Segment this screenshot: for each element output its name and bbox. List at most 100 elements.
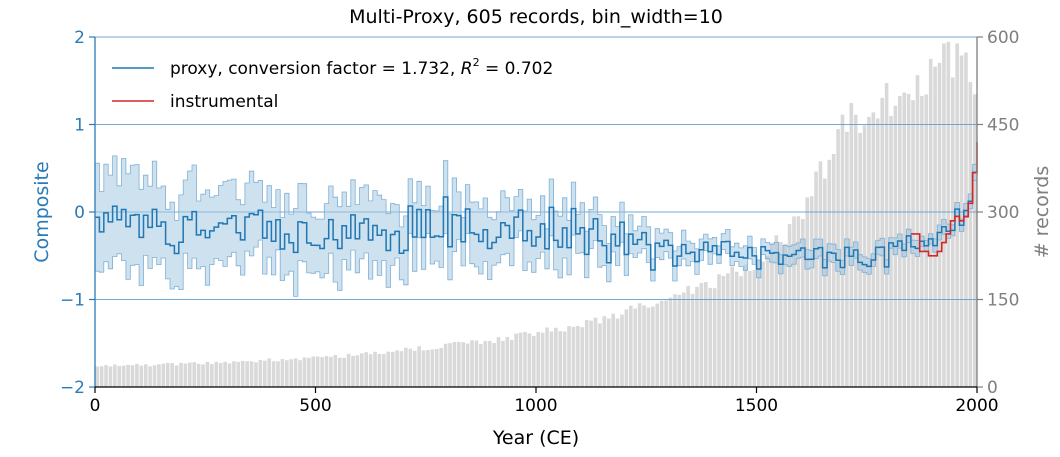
records-bar [615,318,620,387]
records-bar [690,293,695,387]
records-bar [598,323,602,387]
records-bar [708,287,712,387]
records-bar [761,261,765,387]
records-bar [148,366,152,387]
records-bar [355,355,360,387]
records-bar [421,350,426,387]
records-bar [827,159,832,387]
records-bar [928,58,933,388]
records-bar [470,340,474,387]
records-bar [404,347,408,387]
records-bar [651,306,655,387]
records-bar [232,361,236,387]
records-bar [443,343,448,387]
records-bar [867,116,871,387]
records-bar [677,294,682,387]
records-bar [474,340,479,387]
records-bar [946,41,951,388]
instrumental-line [910,142,978,257]
records-bar [258,359,263,387]
records-bar [285,360,289,387]
records-bar [518,332,523,387]
x-tick-label: 0 [90,396,101,416]
y-axis-label: Composite [31,161,53,262]
x-tick-label: 2000 [955,396,998,416]
records-bar [130,365,135,387]
records-bar [386,351,391,387]
records-bar [756,259,761,387]
records-bar [801,219,805,387]
records-bar [743,264,748,387]
records-bar [849,103,854,387]
records-bar [752,270,757,387]
records-bar [121,365,126,387]
records-bar [589,320,593,387]
records-bar [972,94,977,387]
y-right-tick-label: 450 [987,116,1019,136]
records-bar [329,356,333,387]
records-bar [360,353,364,387]
records-bar [461,342,466,387]
records-bar [933,66,937,387]
records-bar [377,353,382,387]
records-bar [902,92,907,387]
records-bar [545,327,549,387]
records-bar [434,348,439,387]
records-bar [871,112,876,388]
records-bar [783,243,787,387]
records-bar [346,353,351,387]
records-bar [726,273,730,387]
ticks: −2 −1 0 1 2 0 150 300 450 600 0 500 1000 1500 2000 [60,28,1020,416]
y-right-tick-label: 600 [987,28,1019,48]
records-bar [311,356,316,387]
records-bar [602,316,607,387]
records-bar [765,256,770,387]
x-tick-label: 1500 [735,396,778,416]
records-bar [408,348,413,387]
records-bar [505,337,510,387]
records-bar [302,357,307,387]
records-bar [584,320,589,387]
records-bar [646,307,651,387]
records-bar [845,131,849,387]
records-bar [637,303,642,387]
records-bar [730,266,735,387]
records-bar [333,355,338,387]
records-bar [805,197,810,387]
records-bar [214,361,219,387]
records-bar [611,313,615,387]
records-bar [298,360,302,387]
records-bar [342,357,346,387]
records-bar [823,178,827,387]
records-bar [452,341,457,387]
records-bar [143,364,148,387]
records-bar [430,349,435,387]
records-bar [487,340,492,387]
records-bar [492,342,496,387]
records-bar [606,318,611,387]
x-tick-label: 500 [299,396,331,416]
records-bar [262,360,267,387]
chart-title: Multi-Proxy, 605 records, bin_width=10 [349,6,723,28]
records-bar [840,114,845,387]
records-bar [558,331,563,387]
records-bar [664,300,668,387]
records-bar [770,242,774,387]
series-lines [95,142,978,271]
proxy-uncertainty-band [94,155,978,297]
records-bar [915,75,920,387]
records-bar [712,288,717,387]
records-bar [787,224,792,387]
records-bar [942,43,946,387]
records-bar [245,361,249,387]
records-bar [673,294,677,387]
records-bar [668,297,673,387]
records-bar [417,346,421,387]
records-bar [699,282,704,387]
records-bar [536,331,541,387]
records-bar [642,305,646,387]
records-bar [196,363,201,387]
records-bar [293,358,298,387]
records-bar [774,235,779,387]
records-bar [686,285,690,387]
